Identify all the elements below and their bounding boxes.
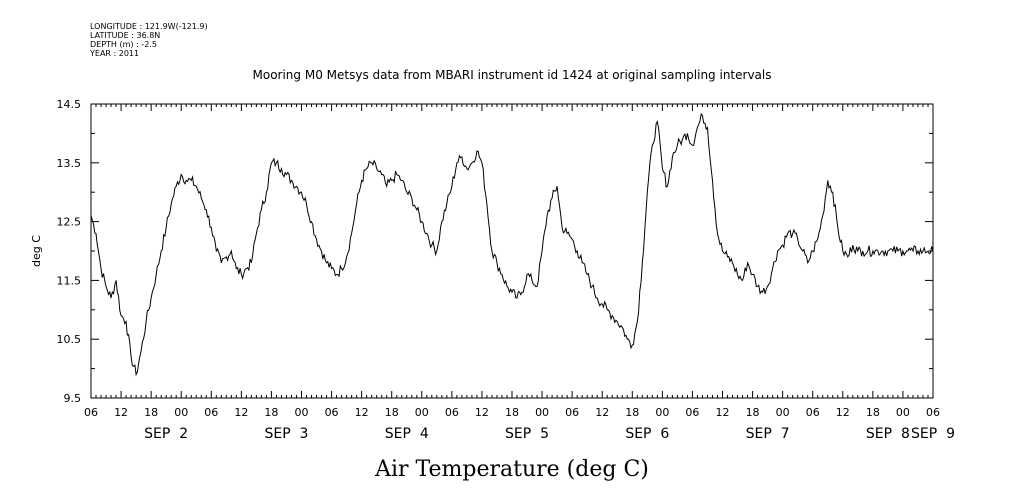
- x-day-label: SEP 6: [625, 426, 669, 442]
- x-hour-label: 00: [415, 406, 429, 419]
- x-hour-label: 00: [535, 406, 549, 419]
- x-hour-label: 12: [355, 406, 369, 419]
- x-hour-label: 06: [445, 406, 459, 419]
- x-hour-label: 12: [234, 406, 248, 419]
- air-temperature-line: [90, 112, 934, 377]
- x-hour-label: 06: [325, 406, 339, 419]
- x-day-label: SEP 7: [746, 426, 790, 442]
- x-hour-label: 18: [746, 406, 760, 419]
- y-tick-label: 13.5: [57, 157, 82, 170]
- y-tick-label: 12.5: [57, 216, 82, 229]
- x-hour-label: 12: [595, 406, 609, 419]
- y-axis: 9.5 10.5 11.5 12.5 13.5 14.5: [57, 98, 933, 405]
- y-axis-label: deg C: [30, 235, 43, 267]
- x-hour-label: 00: [776, 406, 790, 419]
- x-hour-label: 18: [505, 406, 519, 419]
- y-tick-label: 14.5: [57, 98, 82, 111]
- y-tick-label: 9.5: [64, 392, 82, 405]
- x-day-label: SEP 8: [866, 426, 910, 442]
- x-day-label: SEP 5: [505, 426, 549, 442]
- x-hour-label: 18: [625, 406, 639, 419]
- x-day-label: SEP 4: [385, 426, 429, 442]
- x-hour-label: 00: [295, 406, 309, 419]
- x-hour-label: 00: [174, 406, 188, 419]
- x-hour-label: 12: [836, 406, 850, 419]
- x-day-label: SEP 3: [264, 426, 308, 442]
- x-hour-label: 06: [926, 406, 940, 419]
- chart-title: Mooring M0 Metsys data from MBARI instru…: [253, 68, 772, 82]
- depth-label: DEPTH (m) : -2.5: [90, 40, 157, 49]
- year-label: YEAR : 2011: [90, 49, 140, 58]
- x-axis-label: Air Temperature (deg C): [374, 457, 649, 482]
- x-hour-label: 12: [114, 406, 128, 419]
- latitude-label: LATITUDE : 36.8N: [90, 31, 161, 40]
- x-hour-label: 18: [866, 406, 880, 419]
- x-hour-label: 06: [84, 406, 98, 419]
- x-hour-label: 12: [716, 406, 730, 419]
- y-tick-label: 10.5: [57, 333, 82, 346]
- x-hour-label: 00: [655, 406, 669, 419]
- x-hour-label: 06: [204, 406, 218, 419]
- x-hour-label: 06: [806, 406, 820, 419]
- x-day-label: SEP 9: [911, 426, 955, 442]
- x-hour-label: 18: [264, 406, 278, 419]
- x-hour-label: 00: [896, 406, 910, 419]
- x-hour-label: 06: [685, 406, 699, 419]
- x-day-label: SEP 2: [144, 426, 188, 442]
- longitude-label: LONGITUDE : 121.9W(-121.9): [90, 22, 208, 31]
- plot-frame: [90, 103, 934, 399]
- x-hour-label: 18: [385, 406, 399, 419]
- x-hour-label: 12: [475, 406, 489, 419]
- x-hour-label: 18: [144, 406, 158, 419]
- x-axis: 06 12 18 00 06 12 18 00 06 12 18 00 06 12 18 00 06 12 18 00…: [84, 104, 955, 442]
- y-tick-label: 11.5: [57, 274, 82, 287]
- x-hour-label: 06: [565, 406, 579, 419]
